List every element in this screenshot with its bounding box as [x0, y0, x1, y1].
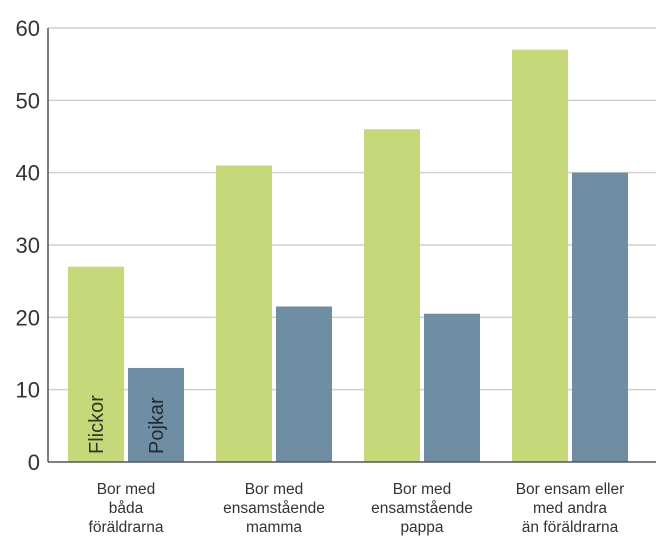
x-category-label: med andra [533, 500, 607, 517]
y-axis-ticks: 0 10 20 30 40 50 60 [16, 16, 40, 475]
y-tick-label: 10 [16, 378, 40, 403]
category-labels: Bor med båda föräldrarna Bor med ensamståend… [89, 481, 625, 536]
bar-flickor-2 [364, 129, 420, 462]
bar-pojkar-1 [276, 306, 332, 462]
bar-pojkar-2 [424, 313, 480, 462]
y-tick-label: 60 [16, 16, 40, 41]
bar-flickor-0 [68, 266, 124, 462]
y-tick-label: 20 [16, 305, 40, 330]
x-category-label: Bor med [245, 481, 304, 498]
x-category-label: båda [109, 500, 144, 517]
series-labels: Flickor Pojkar [86, 395, 168, 454]
series-label-pojkar: Pojkar [146, 397, 168, 454]
bar-flickor-1 [216, 165, 272, 462]
x-category-label: Bor med [97, 481, 156, 498]
y-tick-label: 30 [16, 233, 40, 258]
x-category-label: föräldrarna [89, 519, 164, 536]
x-category-label: än föräldrarna [522, 519, 619, 536]
x-category-label: ensamstående [223, 500, 325, 517]
bar-pojkar-0 [128, 367, 184, 462]
bars [68, 49, 628, 462]
x-category-label: pappa [400, 519, 443, 536]
x-category-label: Bor ensam eller [516, 481, 625, 498]
x-category-label: ensamstående [371, 500, 473, 517]
bar-pojkar-3 [572, 172, 628, 462]
y-tick-label: 0 [28, 450, 40, 475]
axes [47, 28, 656, 463]
x-category-label: mamma [246, 519, 302, 536]
y-tick-label: 50 [16, 88, 40, 113]
bar-flickor-3 [512, 49, 568, 462]
x-category-label: Bor med [393, 481, 452, 498]
series-label-flickor: Flickor [86, 395, 108, 454]
y-tick-label: 40 [16, 161, 40, 186]
